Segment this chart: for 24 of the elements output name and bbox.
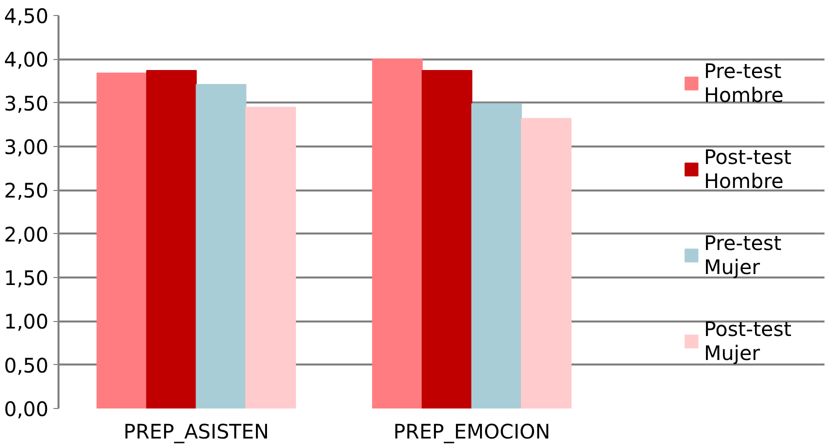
- bar: [96, 72, 148, 408]
- bar: [146, 70, 197, 408]
- bar: [196, 84, 246, 408]
- y-tick-label: 0,50: [4, 353, 48, 378]
- y-tick-label: 0,00: [4, 397, 48, 421]
- x-tick-label: PREP_EMOCION: [393, 420, 550, 444]
- y-tick-label: 2,00: [4, 222, 48, 246]
- legend-label: Pre-test Hombre: [704, 58, 785, 106]
- bar: [422, 70, 472, 408]
- legend-label: Pre-test Mujer: [704, 230, 782, 278]
- y-tick-label: 4,00: [4, 48, 48, 72]
- y-tick-label: 1,50: [4, 266, 48, 290]
- legend-label: Post-test Mujer: [704, 316, 792, 364]
- bar: [372, 58, 423, 408]
- bar: [520, 118, 572, 408]
- legend-label: Post-test Hombre: [704, 144, 792, 192]
- bar: [245, 106, 296, 408]
- x-tick-label: PREP_ASISTEN: [124, 420, 270, 444]
- y-tick-label: 1,00: [4, 310, 48, 334]
- y-tick-label: 3,50: [4, 91, 48, 116]
- y-tick-label: 2,50: [4, 178, 48, 203]
- y-tick-label: 3,00: [4, 135, 48, 159]
- y-tick-label: 4,50: [4, 4, 48, 28]
- bar: [471, 103, 522, 408]
